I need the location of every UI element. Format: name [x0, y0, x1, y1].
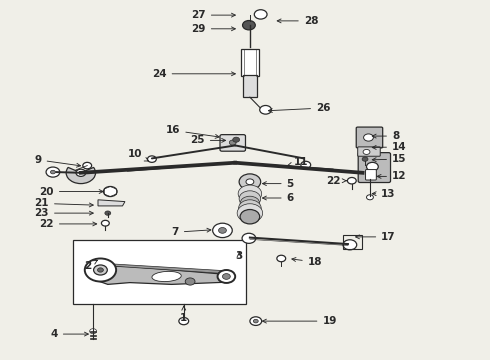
- Text: 6: 6: [263, 193, 294, 203]
- Circle shape: [76, 169, 86, 176]
- Text: 20: 20: [39, 186, 103, 197]
- Circle shape: [147, 156, 156, 162]
- Text: 9: 9: [34, 155, 80, 167]
- Text: 3: 3: [236, 251, 243, 261]
- Circle shape: [367, 162, 378, 171]
- Text: 22: 22: [326, 176, 346, 186]
- Circle shape: [103, 186, 117, 197]
- Circle shape: [94, 265, 107, 275]
- Circle shape: [46, 167, 60, 177]
- Circle shape: [185, 278, 195, 285]
- Text: 16: 16: [166, 125, 219, 138]
- Text: 21: 21: [34, 198, 93, 208]
- Polygon shape: [105, 264, 225, 274]
- Text: 15: 15: [372, 154, 407, 164]
- Circle shape: [239, 200, 261, 216]
- Circle shape: [218, 270, 235, 283]
- Circle shape: [238, 185, 262, 202]
- Circle shape: [85, 258, 116, 282]
- Circle shape: [233, 137, 240, 142]
- Text: 10: 10: [127, 149, 148, 161]
- Ellipse shape: [152, 271, 181, 282]
- Circle shape: [254, 10, 267, 19]
- Circle shape: [277, 255, 286, 262]
- Circle shape: [239, 174, 261, 190]
- Text: 25: 25: [190, 135, 225, 145]
- Text: 5: 5: [263, 179, 294, 189]
- FancyBboxPatch shape: [358, 153, 391, 183]
- Circle shape: [243, 21, 255, 30]
- Circle shape: [253, 319, 258, 323]
- Polygon shape: [98, 200, 125, 206]
- Circle shape: [237, 204, 263, 222]
- Circle shape: [105, 211, 111, 215]
- Text: 7: 7: [172, 227, 211, 237]
- Text: 4: 4: [50, 329, 88, 339]
- Circle shape: [239, 191, 261, 207]
- Bar: [243, 75, 257, 97]
- Bar: [343, 235, 362, 249]
- FancyBboxPatch shape: [358, 147, 380, 156]
- Bar: [241, 49, 259, 76]
- Circle shape: [213, 223, 232, 238]
- Circle shape: [83, 162, 92, 169]
- Circle shape: [250, 317, 262, 325]
- Text: 23: 23: [34, 208, 93, 218]
- Circle shape: [347, 177, 356, 184]
- Circle shape: [246, 179, 254, 185]
- Text: 12: 12: [377, 171, 407, 181]
- Circle shape: [50, 170, 55, 174]
- Circle shape: [179, 318, 189, 325]
- Polygon shape: [96, 266, 225, 284]
- FancyBboxPatch shape: [356, 127, 383, 148]
- Circle shape: [363, 149, 370, 154]
- Text: 2: 2: [85, 260, 98, 271]
- Circle shape: [101, 220, 109, 226]
- FancyBboxPatch shape: [366, 170, 376, 180]
- Circle shape: [368, 173, 376, 179]
- Circle shape: [240, 196, 260, 211]
- Circle shape: [242, 233, 256, 243]
- Text: 11: 11: [288, 157, 309, 167]
- Circle shape: [98, 268, 103, 272]
- FancyBboxPatch shape: [220, 135, 245, 151]
- Circle shape: [367, 195, 373, 200]
- Circle shape: [219, 228, 226, 233]
- Text: 1: 1: [180, 306, 187, 323]
- Circle shape: [362, 157, 368, 161]
- Wedge shape: [66, 167, 96, 184]
- Text: 24: 24: [152, 69, 235, 79]
- Text: 13: 13: [372, 189, 396, 199]
- Circle shape: [240, 210, 260, 224]
- Text: 19: 19: [263, 316, 337, 326]
- Circle shape: [343, 240, 357, 250]
- Circle shape: [222, 274, 230, 279]
- Text: 18: 18: [292, 257, 322, 267]
- Circle shape: [90, 329, 97, 334]
- Circle shape: [229, 140, 236, 145]
- Text: 27: 27: [191, 10, 235, 20]
- Text: 26: 26: [269, 103, 331, 113]
- Text: 22: 22: [39, 219, 97, 229]
- Circle shape: [260, 105, 271, 114]
- Text: 8: 8: [372, 131, 399, 141]
- Bar: [73, 240, 246, 304]
- Text: 17: 17: [356, 232, 396, 242]
- Circle shape: [364, 134, 373, 141]
- Text: 14: 14: [372, 142, 407, 152]
- Text: 29: 29: [192, 24, 235, 34]
- Text: 28: 28: [277, 16, 318, 26]
- Circle shape: [301, 161, 311, 168]
